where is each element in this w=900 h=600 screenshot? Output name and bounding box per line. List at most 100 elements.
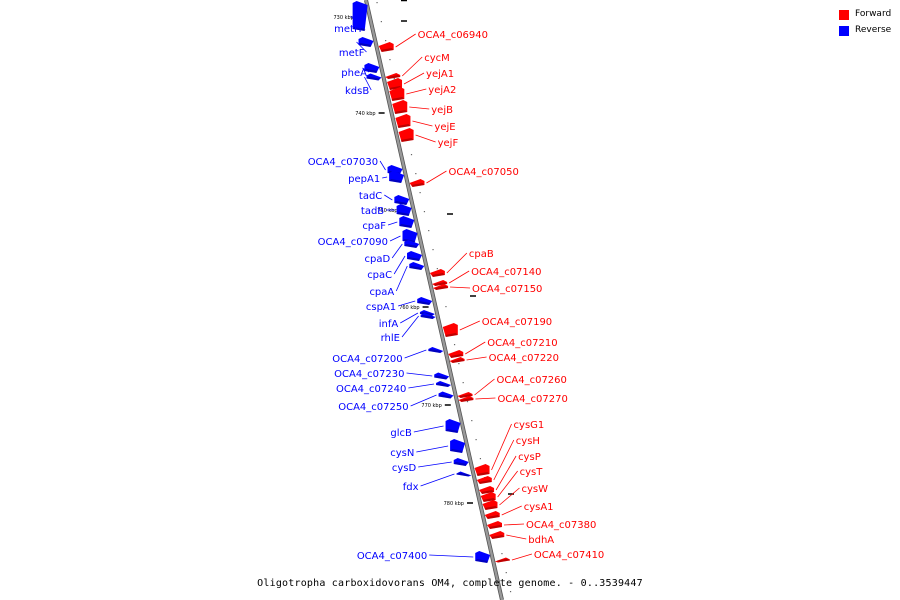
reverse-gene-leader xyxy=(400,312,419,324)
gene-OCA4_c07210 xyxy=(448,350,464,358)
forward-gene-label: OCA4_c06940 xyxy=(418,30,488,41)
gene-shadow xyxy=(496,558,510,563)
tick-label: 750 kbp xyxy=(377,208,397,214)
forward-gene-leader xyxy=(395,33,416,48)
minor-tick xyxy=(423,211,426,213)
reverse-gene-label: pepA1 xyxy=(348,174,380,185)
gene-shadow xyxy=(387,75,401,79)
minor-tick xyxy=(428,230,430,232)
reverse-gene-label: tadC xyxy=(359,191,382,202)
gene-shadow xyxy=(489,525,502,529)
gene-glcB xyxy=(445,419,461,433)
gene-cysW xyxy=(482,500,498,510)
gene-cpaF xyxy=(399,216,415,228)
reverse-gene-leader xyxy=(413,425,444,433)
gene-shadow xyxy=(407,257,421,261)
gene-shadow xyxy=(431,273,445,277)
reverse-gene-leader xyxy=(387,221,398,226)
minor-tick xyxy=(385,40,387,42)
gene-cycM xyxy=(385,73,401,79)
legend-reverse-label: Reverse xyxy=(855,25,892,35)
tick-label: 760 kbp xyxy=(399,305,419,311)
gene-shadow xyxy=(450,449,464,453)
reverse-gene-leader xyxy=(408,383,435,389)
forward-gene-label: cysT xyxy=(520,467,544,478)
gene-yejA2 xyxy=(389,87,405,101)
gene-shadow xyxy=(491,535,505,539)
reverse-gene-label: glcB xyxy=(390,428,412,439)
gene-OCA4_c06940 xyxy=(378,42,394,52)
forward-gene-label: OCA4_c07410 xyxy=(534,550,604,561)
reverse-gene-leader xyxy=(398,300,416,307)
forward-gene-leader xyxy=(499,487,520,506)
forward-gene-label: OCA4_c07140 xyxy=(471,267,541,278)
forward-gene-leader xyxy=(446,252,468,274)
reverse-gene-label: fdx xyxy=(403,482,419,493)
gene-OCA4_c07240 xyxy=(436,381,452,387)
minor-tick xyxy=(471,420,473,422)
forward-gene-leader xyxy=(415,134,436,143)
gene-shadow xyxy=(450,354,464,358)
gene-OCA4_c07250 xyxy=(438,391,454,399)
minor-tick xyxy=(479,458,482,460)
forward-gene-label: OCA4_c07380 xyxy=(526,520,596,531)
reverse-gene-label: OCA4_c07230 xyxy=(334,369,404,380)
gene-shadow xyxy=(409,266,423,270)
forward-gene-label: cysA1 xyxy=(524,502,554,513)
reverse-gene-label: cysD xyxy=(392,463,417,474)
forward-gene-label: cysW xyxy=(521,484,548,495)
gene-shadow xyxy=(396,212,410,216)
forward-gene-leader xyxy=(474,378,495,396)
forward-gene-leader xyxy=(459,320,480,331)
gene-shadow xyxy=(397,124,411,128)
forward-gene-leader xyxy=(511,553,533,561)
reverse-gene-leader xyxy=(379,160,386,171)
reverse-gene-label: tadB xyxy=(361,206,384,217)
forward-gene-leader xyxy=(475,397,496,400)
gene-cysN xyxy=(450,439,466,453)
gene-shadow xyxy=(459,394,473,398)
forward-gene-label: OCA4_c07270 xyxy=(497,394,567,405)
gene-OCA4_c07400 xyxy=(475,551,491,563)
reverse-gene-leader xyxy=(418,461,452,468)
gene-bdhA xyxy=(489,531,505,539)
gene-pheA xyxy=(364,63,380,73)
reverse-gene-leader xyxy=(391,243,403,259)
gene-OCA4_c07150 xyxy=(433,284,449,290)
gene-shadow xyxy=(434,375,448,380)
forward-gene-leader xyxy=(409,106,430,110)
gene-tadC xyxy=(394,195,410,205)
gene-shadow xyxy=(352,27,366,31)
gene-cpaB xyxy=(429,269,445,277)
minor-tick xyxy=(509,591,512,593)
forward-gene-label: yejE xyxy=(434,122,455,133)
minor-tick xyxy=(466,401,469,403)
gene-cysP xyxy=(479,486,495,494)
tick-label: 770 kbp xyxy=(421,403,441,409)
forward-gene-label: yejF xyxy=(438,138,459,149)
gene-shadow xyxy=(456,472,470,477)
reverse-gene-label: OCA4_c07030 xyxy=(308,157,378,168)
gene-OCA4_c07200 xyxy=(428,347,444,353)
reverse-gene-leader xyxy=(401,315,419,338)
forward-gene-leader xyxy=(412,120,433,127)
reverse-gene-leader xyxy=(382,176,388,179)
forward-gene-leader xyxy=(448,270,470,284)
forward-gene-label: OCA4_c07150 xyxy=(472,284,542,295)
minor-tick xyxy=(419,192,421,194)
reverse-gene-leader xyxy=(350,15,364,29)
minor-tick xyxy=(501,553,503,555)
reverse-gene-label: cpaF xyxy=(362,221,386,232)
reverse-gene-leader xyxy=(384,194,393,201)
tick-label: 780 kbp xyxy=(444,501,464,507)
gene-metF xyxy=(358,37,374,47)
legend-forward-label: Forward xyxy=(855,9,892,19)
reverse-gene-label: cpaC xyxy=(367,270,392,281)
gene-OCA4_c07190 xyxy=(442,323,458,337)
gene-shadow xyxy=(391,97,405,101)
reverse-gene-label: cpaD xyxy=(364,254,390,265)
minor-tick xyxy=(380,21,382,23)
reverse-gene-leader xyxy=(420,473,455,487)
reverse-gene-leader xyxy=(364,76,372,91)
gene-shadow xyxy=(453,462,467,466)
